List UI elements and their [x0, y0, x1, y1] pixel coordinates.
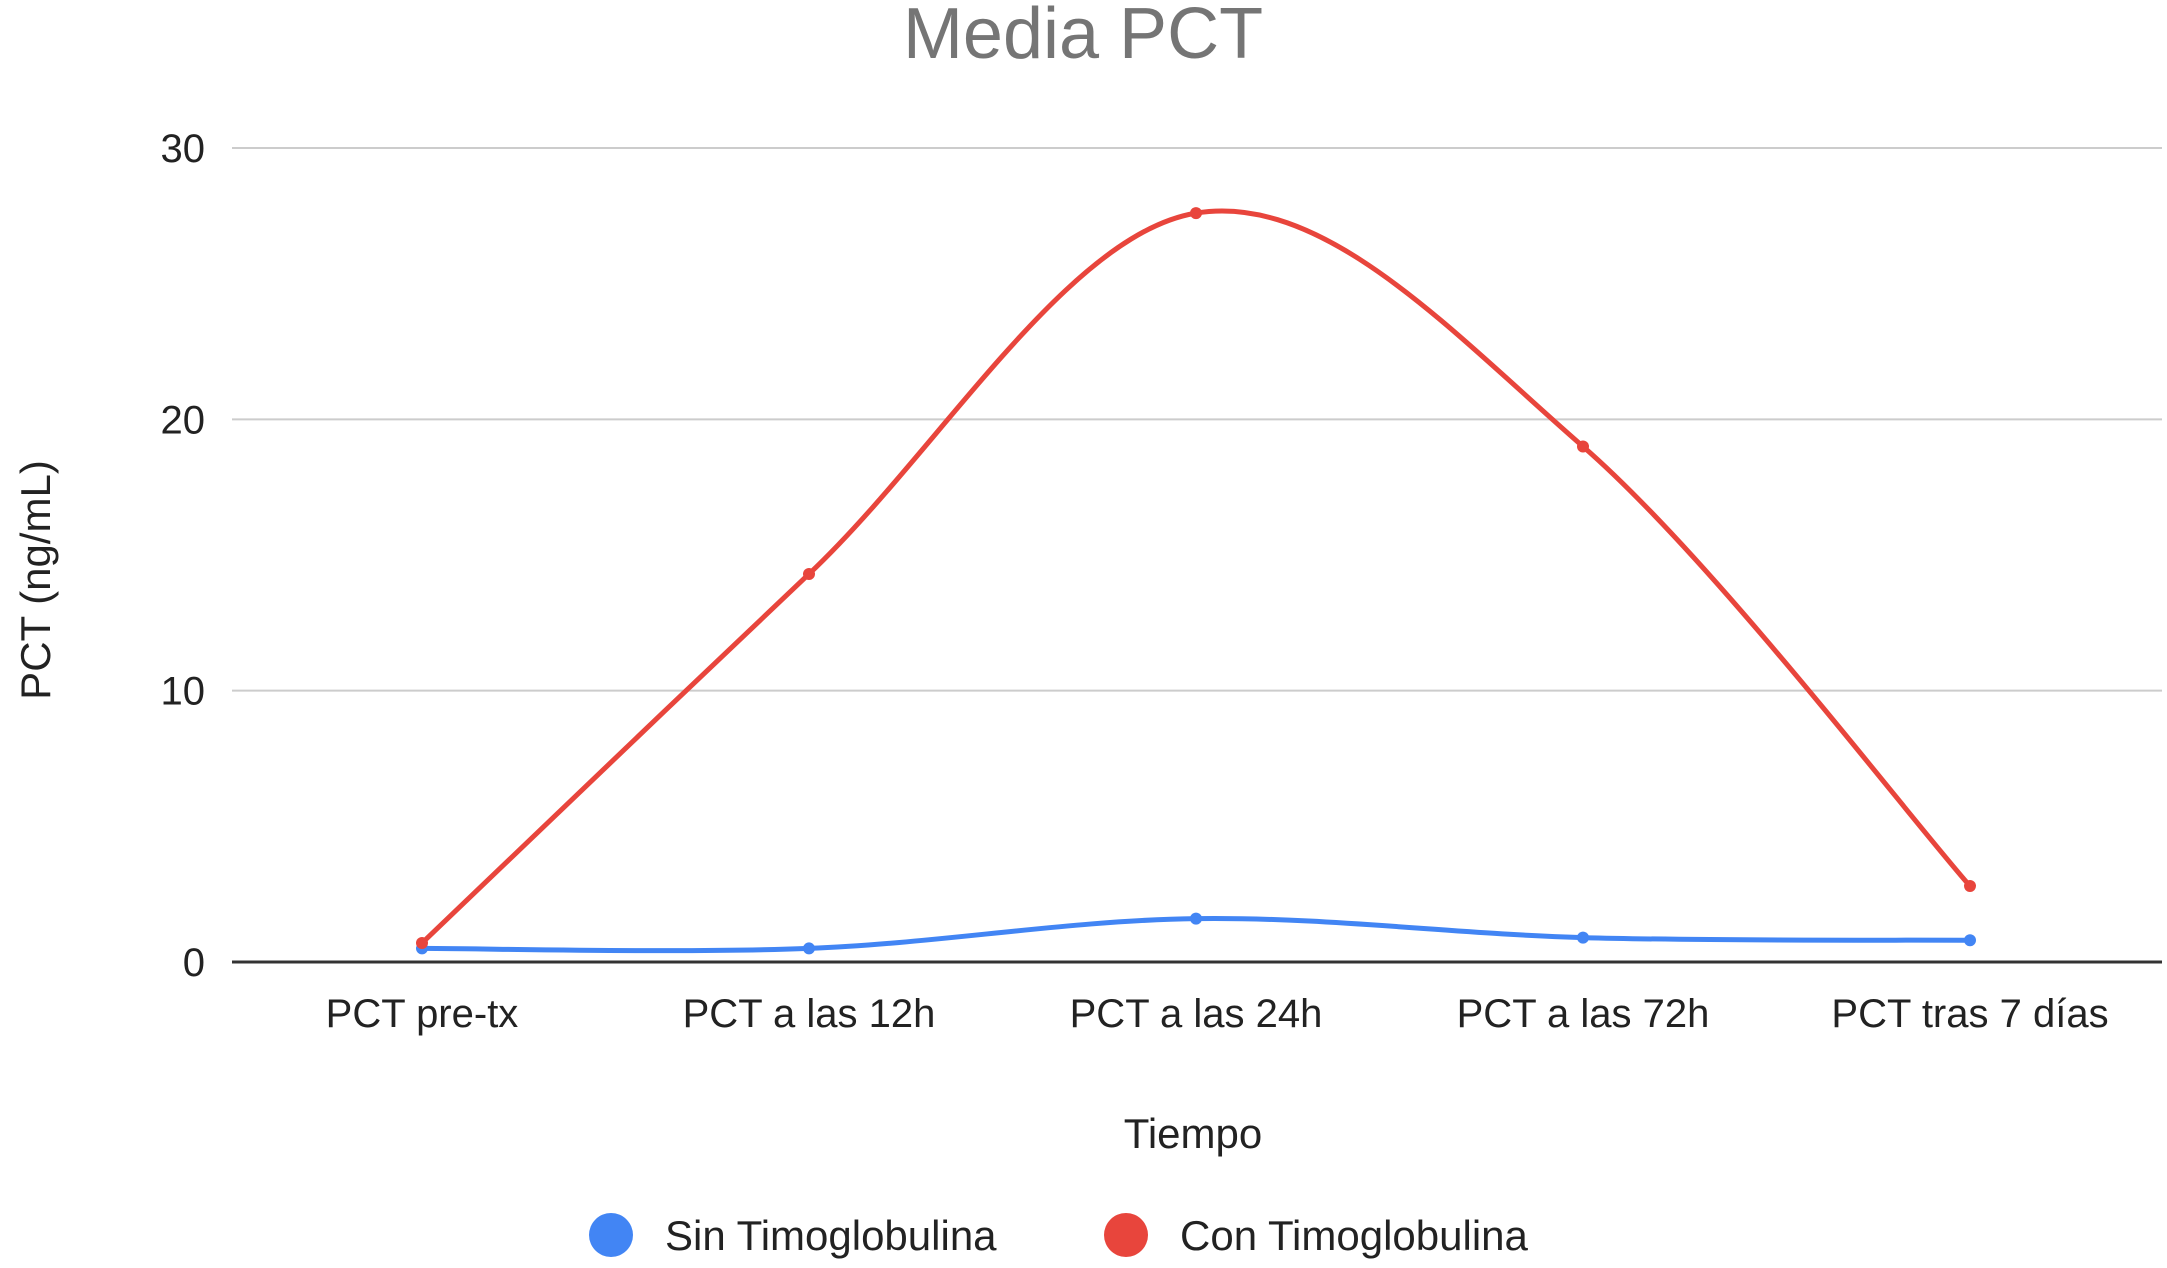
- y-axis-ticks: 0 10 20 30: [161, 127, 206, 985]
- data-point: [1577, 931, 1589, 944]
- legend-marker: [589, 1213, 633, 1257]
- data-point: [1964, 934, 1976, 947]
- data-point: [1190, 207, 1202, 220]
- data-point: [1964, 880, 1976, 893]
- data-point: [1190, 912, 1202, 925]
- x-axis-title: Tiempo: [1124, 1110, 1263, 1157]
- data-point: [803, 942, 815, 955]
- x-tick-label: PCT pre-tx: [326, 992, 519, 1036]
- series-line: [419, 208, 1973, 946]
- x-axis-ticks: PCT pre-tx PCT a las 12h PCT a las 24h PCT …: [326, 992, 2109, 1036]
- x-tick-label: PCT a las 12h: [683, 992, 936, 1036]
- y-tick-label: 10: [161, 670, 206, 714]
- legend: Sin Timoglobulina Con Timoglobulina: [589, 1212, 1529, 1259]
- data-point: [803, 567, 815, 580]
- y-axis-title: PCT (ng/mL): [12, 460, 59, 700]
- x-tick-label: PCT tras 7 días: [1831, 992, 2108, 1036]
- data-point: [416, 937, 428, 950]
- gridlines: [232, 147, 2162, 692]
- data-point: [1577, 440, 1589, 453]
- legend-label: Sin Timoglobulina: [665, 1212, 997, 1259]
- legend-marker: [1104, 1213, 1148, 1257]
- y-tick-label: 20: [161, 398, 206, 442]
- y-tick-label: 30: [161, 127, 206, 171]
- x-tick-label: PCT a las 24h: [1070, 992, 1323, 1036]
- legend-label: Con Timoglobulina: [1180, 1212, 1529, 1259]
- x-tick-label: PCT a las 72h: [1457, 992, 1710, 1036]
- series-lines: [416, 207, 1976, 955]
- y-tick-label: 0: [183, 941, 205, 985]
- chart-title: Media PCT: [903, 0, 1263, 74]
